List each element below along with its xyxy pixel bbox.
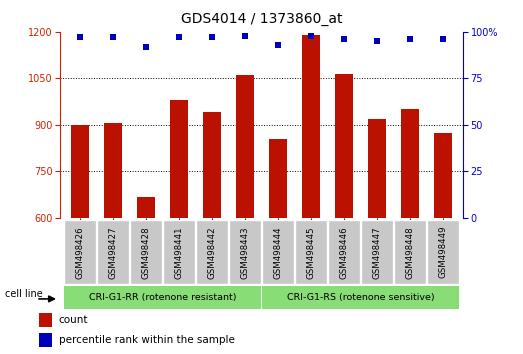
Text: GSM498441: GSM498441 [175,226,184,279]
Text: percentile rank within the sample: percentile rank within the sample [59,335,234,345]
Bar [40,313,52,327]
FancyBboxPatch shape [64,220,96,284]
Text: GDS4014 / 1373860_at: GDS4014 / 1373860_at [181,12,342,27]
Point [241,33,249,39]
Bar [302,35,320,218]
Point [439,36,447,42]
Text: CRI-G1-RR (rotenone resistant): CRI-G1-RR (rotenone resistant) [89,293,236,302]
FancyBboxPatch shape [262,286,459,309]
Point [109,35,117,40]
FancyBboxPatch shape [130,220,162,284]
Bar [368,119,386,218]
Point [175,35,183,40]
FancyBboxPatch shape [196,220,228,284]
Point [142,44,150,50]
Point [406,36,414,42]
Bar [434,132,452,218]
FancyBboxPatch shape [262,220,294,284]
Text: GSM498442: GSM498442 [208,226,217,279]
Point [208,35,216,40]
FancyBboxPatch shape [361,220,393,284]
Text: CRI-G1-RS (rotenone sensitive): CRI-G1-RS (rotenone sensitive) [287,293,434,302]
Bar [104,122,122,218]
Text: GSM498448: GSM498448 [405,226,415,279]
Bar [203,113,221,218]
Text: GSM498426: GSM498426 [75,226,84,279]
FancyBboxPatch shape [64,286,261,309]
Text: GSM498444: GSM498444 [274,226,282,279]
Point [274,42,282,48]
Bar [335,74,353,218]
FancyBboxPatch shape [295,220,327,284]
Text: count: count [59,315,88,325]
Text: GSM498447: GSM498447 [372,226,382,279]
Bar [137,197,155,218]
FancyBboxPatch shape [229,220,261,284]
Point [340,36,348,42]
FancyBboxPatch shape [97,220,129,284]
Bar [401,109,419,218]
Bar [269,139,287,218]
Text: GSM498449: GSM498449 [439,226,448,279]
Text: GSM498446: GSM498446 [339,226,348,279]
Text: GSM498428: GSM498428 [141,226,151,279]
Point [373,38,381,44]
FancyBboxPatch shape [328,220,360,284]
FancyBboxPatch shape [163,220,195,284]
Bar [236,75,254,218]
Point [307,33,315,39]
Text: GSM498445: GSM498445 [306,226,315,279]
Text: GSM498443: GSM498443 [241,226,249,279]
Bar [40,333,52,347]
Point [76,35,84,40]
FancyBboxPatch shape [427,220,459,284]
Bar [71,125,89,218]
Text: cell line: cell line [5,289,42,299]
Text: GSM498427: GSM498427 [108,226,118,279]
Bar [170,100,188,218]
FancyBboxPatch shape [394,220,426,284]
